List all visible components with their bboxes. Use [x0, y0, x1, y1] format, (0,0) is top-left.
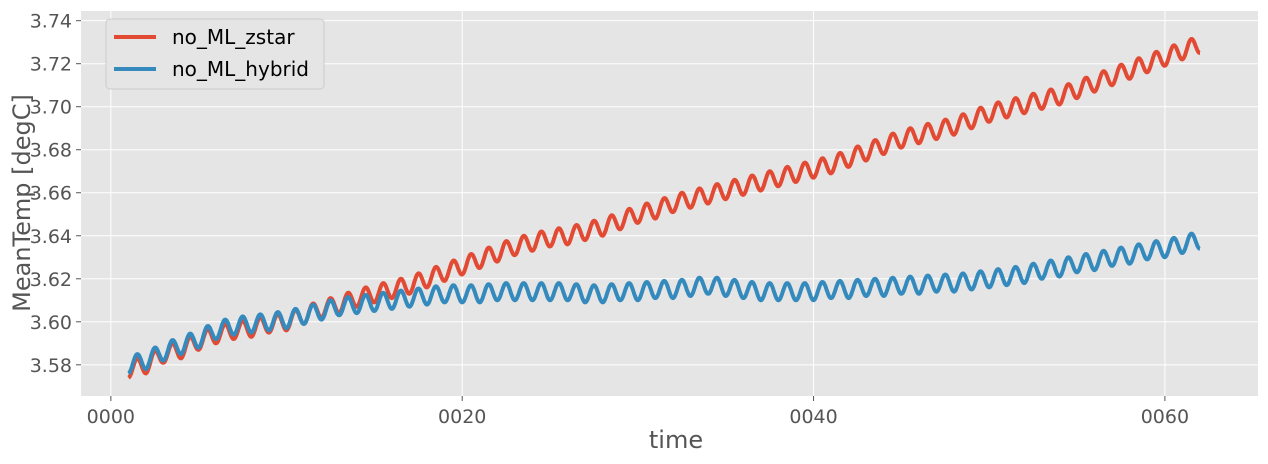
y-tick-label: 3.70 — [30, 97, 72, 119]
y-tick-label: 3.68 — [30, 140, 72, 162]
x-tick-label: 0060 — [1141, 406, 1189, 428]
x-axis-label: time — [649, 426, 703, 454]
y-tick-label: 3.74 — [30, 11, 72, 33]
x-tick-label: 0040 — [789, 406, 837, 428]
y-tick-label: 3.60 — [30, 312, 72, 334]
y-tick-label: 3.64 — [30, 226, 72, 248]
y-axis-label: MeanTemp [degC] — [8, 94, 36, 312]
legend: no_ML_zstar no_ML_hybrid — [105, 18, 325, 90]
y-tick-label: 3.66 — [30, 183, 72, 205]
x-tick-label: 0000 — [87, 406, 135, 428]
series-line-no_ML_hybrid — [127, 231, 1202, 376]
y-tick-label: 3.62 — [30, 269, 72, 291]
x-axis-ticks: 0000 0020 0040 0060 — [87, 396, 1189, 428]
y-tick-label: 3.58 — [30, 355, 72, 377]
legend-box — [105, 18, 325, 90]
y-tick-label: 3.72 — [30, 54, 72, 76]
grid — [81, 11, 1258, 396]
legend-label-hybrid: no_ML_hybrid — [172, 57, 309, 81]
y-axis-ticks: 3.58 3.60 3.62 3.64 3.66 3.68 3.70 3.72 3.74 — [30, 11, 81, 377]
series-lines — [127, 37, 1202, 380]
legend-label-zstar: no_ML_zstar — [172, 25, 295, 49]
x-tick-label: 0020 — [438, 406, 486, 428]
